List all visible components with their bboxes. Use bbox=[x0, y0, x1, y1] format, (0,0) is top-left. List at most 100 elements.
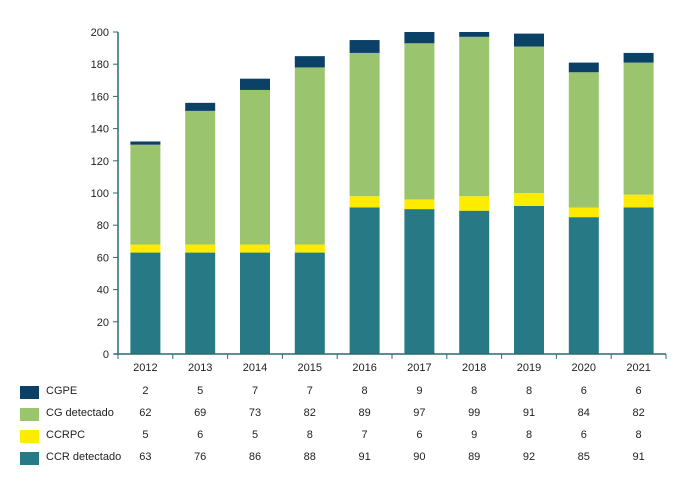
axes-group: 0 20 40 60 80 100 120 140 160 180 200 2012 2013 2014 2… bbox=[91, 27, 667, 374]
table-cell: 69 bbox=[194, 407, 207, 419]
table-cell: 97 bbox=[413, 407, 426, 419]
table-cell: 84 bbox=[577, 407, 590, 419]
bar-segment-ccrpc-2017 bbox=[404, 199, 435, 210]
table-cell: 82 bbox=[303, 407, 316, 419]
table-cell: 8 bbox=[361, 385, 368, 397]
y-tick-label: 180 bbox=[91, 59, 109, 71]
y-tick-label: 200 bbox=[91, 27, 109, 39]
table-row: CCRPC 5 6 5 8 7 6 9 8 6 8 bbox=[0, 427, 679, 447]
bar-segment-cgpe-2017 bbox=[404, 32, 435, 44]
bar-segment-cg-detectado-2013 bbox=[185, 110, 216, 245]
bar-segment-cg-detectado-2018 bbox=[459, 36, 490, 197]
x-tick-label: 2021 bbox=[626, 362, 650, 374]
y-tick-label: 80 bbox=[97, 220, 109, 232]
table-cell: 9 bbox=[471, 429, 478, 441]
x-tick-label: 2016 bbox=[352, 362, 376, 374]
bar-segment-cgpe-2014 bbox=[240, 78, 270, 90]
y-tick-label: 60 bbox=[97, 252, 109, 264]
bar-segment-ccrpc-2016 bbox=[349, 196, 380, 208]
table-cell: 89 bbox=[468, 451, 481, 463]
bar-segment-ccr-detectado-2016 bbox=[349, 207, 380, 354]
legend-swatch bbox=[20, 386, 39, 399]
table-cell: 73 bbox=[248, 407, 262, 419]
bar-segment-ccrpc-2015 bbox=[294, 244, 325, 253]
bar-segment-ccr-detectado-2012 bbox=[130, 252, 161, 354]
x-tick-label: 2017 bbox=[407, 362, 431, 374]
bar-segment-ccr-detectado-2019 bbox=[514, 205, 544, 354]
x-tick-label: 2019 bbox=[517, 362, 541, 374]
bars-group bbox=[130, 32, 654, 354]
table-cell: 5 bbox=[251, 429, 259, 441]
bar-segment-cgpe-2018 bbox=[459, 32, 490, 37]
bar-segment-cg-detectado-2014 bbox=[240, 89, 270, 245]
table-cell: 7 bbox=[306, 385, 313, 397]
bar-segment-cgpe-2021 bbox=[623, 52, 654, 63]
table-cell: 99 bbox=[468, 407, 481, 419]
legend-swatch bbox=[20, 430, 39, 443]
legend-swatch bbox=[20, 452, 39, 465]
bar-segment-cg-detectado-2019 bbox=[514, 46, 544, 193]
bar-segment-cg-detectado-2017 bbox=[404, 43, 435, 200]
bar-segment-cg-detectado-2012 bbox=[130, 144, 161, 245]
table-row: CG detectado 62 69 73 82 89 97 99 91 84 82 bbox=[0, 405, 679, 425]
table-cell: 8 bbox=[635, 429, 642, 441]
legend-label: CGPE bbox=[46, 385, 78, 397]
table-cell: 82 bbox=[632, 407, 645, 419]
bar-segment-ccrpc-2020 bbox=[568, 207, 599, 218]
table-cell: 89 bbox=[358, 407, 371, 419]
legend-label: CCRPC bbox=[46, 429, 86, 441]
table-cell: 91 bbox=[358, 451, 371, 463]
bar-segment-ccrpc-2019 bbox=[514, 193, 544, 206]
bar-segment-cg-detectado-2021 bbox=[623, 62, 654, 195]
table-row: CCR detectado 63 76 86 88 91 90 89 92 85 91 bbox=[0, 449, 679, 469]
table-cell: 8 bbox=[471, 385, 478, 397]
y-tick-label: 0 bbox=[103, 349, 109, 361]
legend-label: CG detectado bbox=[46, 407, 114, 419]
y-tick-label: 40 bbox=[97, 285, 109, 297]
x-tick-label: 2018 bbox=[462, 362, 486, 374]
bar-segment-cg-detectado-2015 bbox=[294, 67, 325, 245]
table-cell: 86 bbox=[248, 451, 262, 463]
y-tick-label: 140 bbox=[91, 124, 109, 136]
bar-segment-ccrpc-2021 bbox=[623, 194, 654, 208]
bar-segment-ccr-detectado-2017 bbox=[404, 209, 435, 354]
legend-label: CCR detectado bbox=[46, 451, 122, 463]
x-tick-label: 2020 bbox=[572, 362, 596, 374]
table-cell: 6 bbox=[580, 385, 587, 397]
bar-segment-ccr-detectado-2020 bbox=[568, 217, 599, 354]
bar-segment-ccrpc-2018 bbox=[459, 196, 490, 211]
table-row: CGPE 2 5 7 7 8 9 8 8 6 6 bbox=[0, 383, 679, 403]
table-cell: 6 bbox=[416, 429, 423, 441]
table-cell: 8 bbox=[306, 429, 313, 441]
bar-segment-ccr-detectado-2014 bbox=[240, 252, 270, 354]
table-cell: 92 bbox=[522, 451, 536, 463]
bar-segment-cgpe-2019 bbox=[514, 33, 544, 47]
stacked-bar-chart: 0 20 40 60 80 100 120 140 160 180 200 2012 2013 2014 2… bbox=[91, 27, 667, 374]
table-cell: 91 bbox=[632, 451, 645, 463]
table-cell: 9 bbox=[416, 385, 423, 397]
table-cell: 5 bbox=[142, 429, 149, 441]
table-cell: 63 bbox=[139, 451, 152, 463]
table-cell: 8 bbox=[525, 385, 533, 397]
y-tick-label: 120 bbox=[91, 156, 109, 168]
y-tick-label: 20 bbox=[97, 317, 109, 329]
table-cell: 5 bbox=[197, 385, 204, 397]
bar-segment-cgpe-2020 bbox=[568, 62, 599, 73]
table-cell: 6 bbox=[580, 429, 587, 441]
legend-swatch bbox=[20, 408, 39, 421]
x-tick-label: 2012 bbox=[133, 362, 157, 374]
x-tick-label: 2014 bbox=[243, 362, 267, 374]
bar-segment-cgpe-2015 bbox=[294, 56, 325, 68]
bar-segment-cgpe-2012 bbox=[130, 141, 161, 145]
y-tick-label: 160 bbox=[91, 91, 109, 103]
table-cell: 85 bbox=[577, 451, 590, 463]
y-tick-label: 100 bbox=[91, 188, 109, 200]
bar-segment-ccr-detectado-2013 bbox=[185, 252, 216, 354]
bar-segment-cgpe-2016 bbox=[349, 40, 380, 53]
table-cell: 91 bbox=[522, 407, 536, 419]
bar-segment-ccr-detectado-2015 bbox=[294, 252, 325, 354]
x-tick-label: 2013 bbox=[188, 362, 212, 374]
table-cell: 7 bbox=[361, 429, 368, 441]
x-tick-label: 2015 bbox=[298, 362, 322, 374]
bar-segment-cg-detectado-2020 bbox=[568, 72, 599, 208]
